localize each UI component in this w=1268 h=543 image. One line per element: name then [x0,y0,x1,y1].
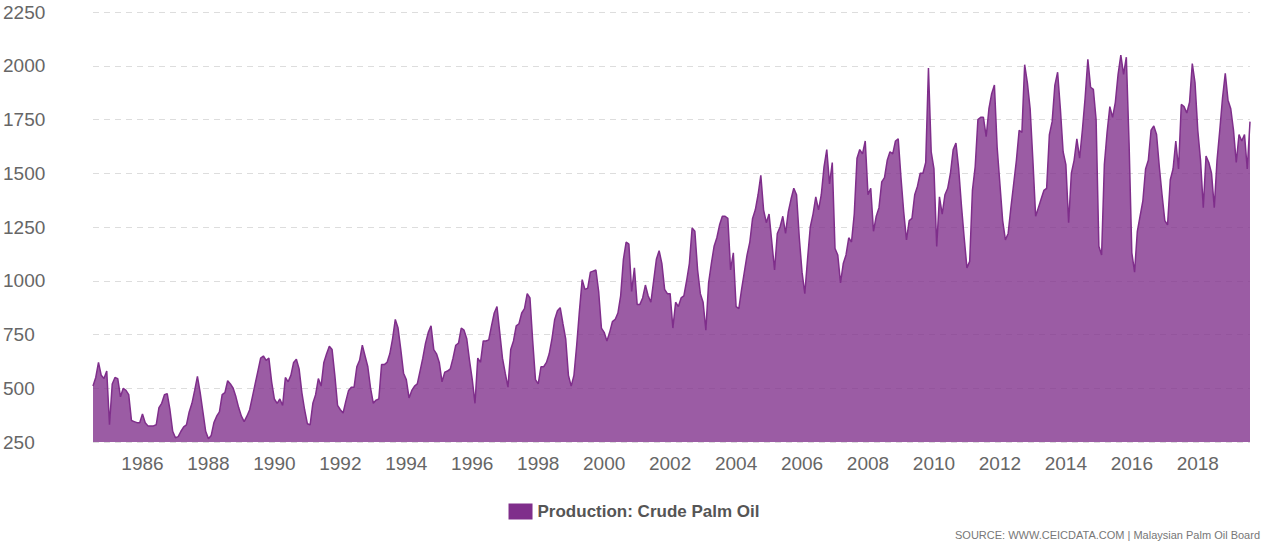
svg-text:2004: 2004 [715,453,758,474]
svg-text:1988: 1988 [187,453,229,474]
svg-text:2000: 2000 [3,55,45,76]
svg-text:1996: 1996 [451,453,493,474]
svg-text:2000: 2000 [583,453,625,474]
svg-text:2016: 2016 [1111,453,1153,474]
svg-text:1990: 1990 [253,453,295,474]
svg-text:2008: 2008 [847,453,889,474]
svg-text:500: 500 [3,378,35,399]
svg-text:2018: 2018 [1177,453,1219,474]
svg-text:2250: 2250 [3,2,45,23]
svg-text:Production: Crude Palm Oil: Production: Crude Palm Oil [538,502,760,521]
svg-text:1250: 1250 [3,217,45,238]
svg-text:SOURCE: WWW.CEICDATA.COM | Mal: SOURCE: WWW.CEICDATA.COM | Malaysian Pal… [955,529,1260,541]
svg-text:250: 250 [3,432,35,453]
svg-text:1500: 1500 [3,163,45,184]
svg-text:2014: 2014 [1045,453,1088,474]
svg-text:750: 750 [3,324,35,345]
svg-text:2006: 2006 [781,453,823,474]
svg-text:2010: 2010 [913,453,955,474]
svg-text:2002: 2002 [649,453,691,474]
svg-text:1986: 1986 [121,453,163,474]
svg-text:1992: 1992 [319,453,361,474]
svg-text:1994: 1994 [385,453,428,474]
svg-text:2012: 2012 [979,453,1021,474]
svg-text:1998: 1998 [517,453,559,474]
svg-text:1000: 1000 [3,270,45,291]
svg-text:1750: 1750 [3,109,45,130]
